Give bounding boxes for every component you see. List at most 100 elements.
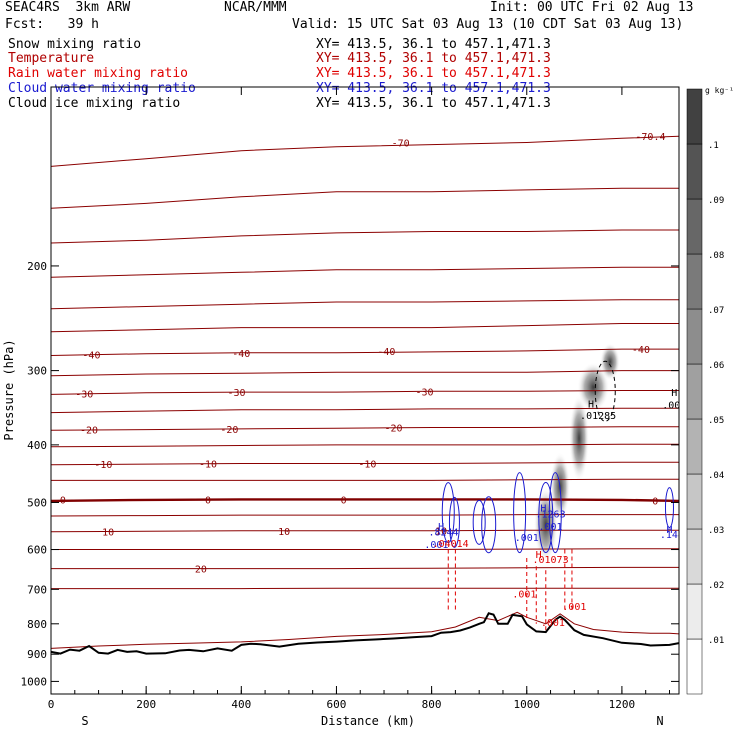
colorbar-cell — [686, 363, 703, 420]
cloud-water-contour-1 — [448, 496, 460, 548]
contour-label: H — [438, 522, 444, 533]
isotherm--15 — [51, 443, 679, 448]
colorbar-cell — [686, 528, 703, 585]
isotherm--55 — [51, 266, 679, 278]
y-tick-label: 600 — [27, 544, 47, 557]
contour-label: .1263 — [535, 510, 565, 521]
field-xy-temperature: XY= 413.5, 36.1 to 457.1,471.3 — [316, 51, 551, 66]
isotherm-10 — [51, 529, 679, 533]
isotherm-20 — [51, 566, 679, 570]
isotherm-label: -40 — [377, 347, 395, 358]
y-tick-label: 800 — [27, 618, 47, 631]
model-title: SEAC4RS 3km ARW — [5, 0, 131, 15]
contour-label: .003 — [662, 400, 686, 411]
colorbar-label: .06 — [708, 361, 724, 371]
x-start-label-s: S — [81, 714, 88, 728]
isotherm-label: 10 — [435, 526, 447, 537]
y-tick-label: 500 — [27, 496, 47, 509]
colorbar-cell — [686, 418, 703, 475]
colorbar-label: .05 — [708, 416, 724, 426]
isotherm--20 — [51, 426, 679, 431]
isotherm-label: -30 — [75, 390, 93, 401]
isotherm--25 — [51, 407, 679, 414]
y-tick-label: 700 — [27, 583, 47, 596]
x-tick-label: 400 — [231, 698, 251, 711]
field-name-temperature: Temperature — [8, 51, 95, 66]
isotherm-label: -10 — [199, 460, 217, 471]
cloud-water-contour-0 — [441, 482, 455, 544]
field-name-snow: Snow mixing ratio — [8, 37, 142, 52]
isotherm-label: 0 — [60, 495, 66, 506]
colorbar-cell — [686, 143, 703, 200]
x-tick-label: 600 — [327, 698, 347, 711]
cloud-water-contour-5 — [538, 482, 554, 554]
cloud-water-contour-3 — [481, 496, 497, 554]
isotherm-label: 0 — [341, 495, 347, 506]
field-name-cloud-ice: Cloud ice mixing ratio — [8, 96, 181, 111]
isotherm-label: -20 — [80, 426, 98, 437]
y-tick-label: 300 — [27, 365, 47, 378]
isotherm-label: -30 — [415, 387, 433, 398]
isotherm--35 — [51, 370, 679, 377]
y-tick-label: 1000 — [21, 675, 48, 688]
contour-label: .001 — [538, 522, 562, 533]
center-name: NCAR/MMM — [224, 0, 287, 15]
cloud-water-contour-7 — [664, 487, 674, 529]
colorbar-cell — [686, 198, 703, 255]
field-xy-rain: XY= 413.5, 36.1 to 457.1,471.3 — [316, 66, 551, 81]
colorbar-label: .1 — [708, 141, 719, 151]
contour-label: .01073 — [532, 555, 568, 566]
x-tick-label: 1000 — [514, 698, 541, 711]
colorbar-cell — [686, 88, 703, 145]
forecast-hour: Fcst: 39 h — [5, 17, 99, 32]
field-name-rain: Rain water mixing ratio — [8, 66, 189, 81]
isotherm--10 — [51, 461, 679, 466]
colorbar-label: .01 — [708, 636, 724, 646]
isotherm-label: -20 — [220, 425, 238, 436]
cloud-water-contour-4 — [513, 472, 527, 554]
y-tick-label: 400 — [27, 439, 47, 452]
colorbar-label: .03 — [708, 526, 724, 536]
isotherm--5 — [51, 478, 679, 481]
contour-label: H — [540, 504, 546, 515]
contour-label: .01285 — [580, 411, 616, 422]
x-end-label-n: N — [656, 714, 663, 728]
isotherm-15 — [51, 548, 679, 550]
contour-label: H — [671, 388, 677, 399]
field-xy-cloud-ice: XY= 413.5, 36.1 to 457.1,471.3 — [316, 96, 551, 111]
colorbar-label: .02 — [708, 581, 724, 591]
contour-label: .001 — [512, 590, 536, 601]
isotherm-label: 0 — [205, 495, 211, 506]
isotherm-label: -30 — [228, 388, 246, 399]
x-axis-label: Distance (km) — [321, 714, 415, 728]
field-xy-snow: XY= 413.5, 36.1 to 457.1,471.3 — [316, 37, 551, 52]
contour-label: H — [536, 550, 542, 561]
colorbar-label: .08 — [708, 251, 724, 261]
isotherm-label: -10 — [358, 460, 376, 471]
colorbar-cell — [686, 308, 703, 365]
isotherm-label: 10 — [102, 527, 114, 538]
field-xy-cloud-water: XY= 413.5, 36.1 to 457.1,471.3 — [316, 81, 551, 96]
contour-label: .001 — [541, 618, 565, 629]
cloud-water-contour-6 — [548, 472, 562, 554]
isotherm-label: 10 — [278, 527, 290, 538]
isotherm-label: -70.4 — [635, 132, 665, 143]
colorbar-cell — [686, 473, 703, 530]
isotherm-label: -40 — [82, 351, 100, 362]
isotherm--40 — [51, 348, 679, 356]
isotherm-label: 20 — [195, 565, 207, 576]
cloud-water-contour-2 — [472, 499, 486, 545]
isotherm-surface — [51, 611, 679, 649]
x-tick-label: 200 — [136, 698, 156, 711]
contour-label: .001 — [562, 602, 586, 613]
x-tick-label: 1200 — [609, 698, 636, 711]
x-tick-label: 800 — [422, 698, 442, 711]
isotherm-label: -20 — [385, 424, 403, 435]
colorbar-cell — [686, 253, 703, 310]
ice-shading-0 — [569, 394, 590, 483]
isotherm-label: 0 — [652, 496, 658, 507]
isotherm-label: -10 — [94, 460, 112, 471]
colorbar-unit: g kg⁻¹ — [705, 86, 734, 95]
isotherm--60 — [51, 229, 679, 244]
